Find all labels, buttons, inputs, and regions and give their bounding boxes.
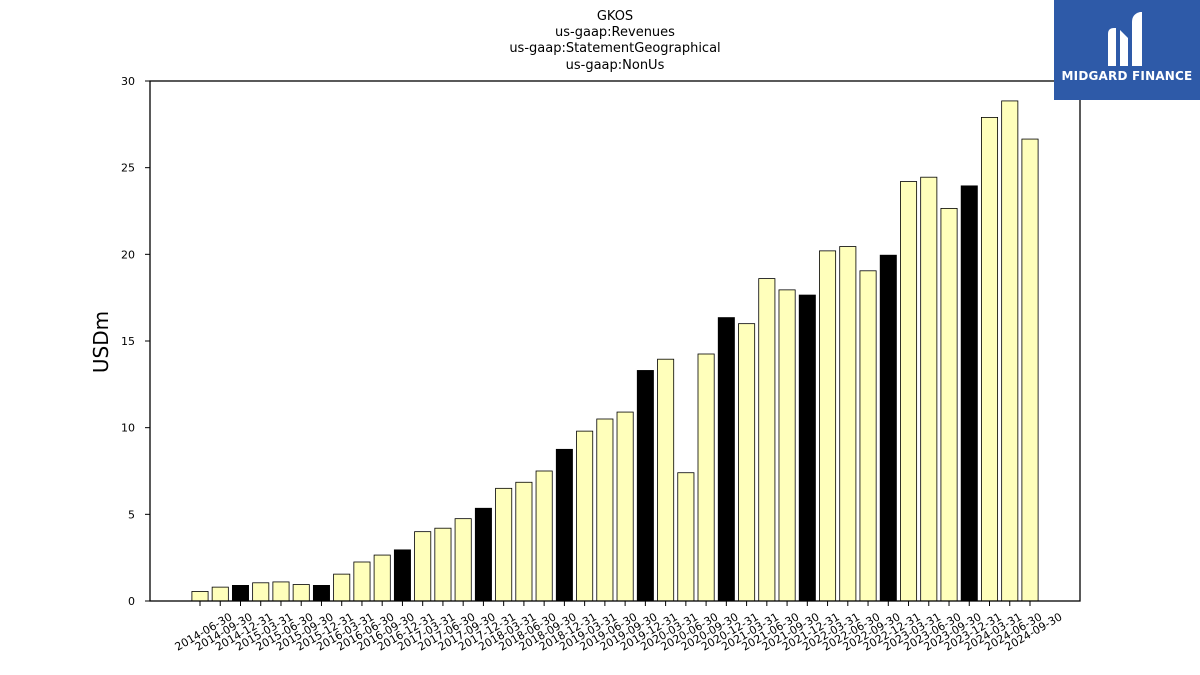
bar-2016-03-31 [333,573,351,602]
midgard-logo-icon [1108,12,1142,66]
bar-2018-03-31 [495,487,513,602]
bar-2014-06-30 [191,591,209,602]
bar-2020-12-31 [717,317,735,602]
bar-2021-03-31 [738,323,756,602]
plot-frame [149,80,1081,602]
bar-2014-09-30 [211,586,229,602]
bar-2017-09-30 [454,518,472,602]
bar-2024-09-30 [1021,138,1039,602]
bar-2017-12-31 [474,507,492,602]
y-tick-label-30: 30 [121,75,135,88]
bar-2017-03-31 [414,531,432,602]
bar-2016-06-30 [353,561,371,602]
title-line-3: us-gaap:StatementGeographical [509,41,720,56]
y-tick-label-10: 10 [121,422,135,435]
bar-2023-06-30 [920,176,938,602]
bar-2019-03-31 [576,430,594,602]
chart-title: GKOS us-gaap:Revenues us-gaap:StatementG… [509,9,720,73]
bar-2015-06-30 [272,581,290,602]
bar-2022-06-30 [839,246,857,602]
bar-2021-09-30 [778,289,796,602]
bar-2023-03-31 [900,181,918,602]
bar-2022-09-30 [859,270,877,602]
midgard-finance-logo: MIDGARD FINANCE [1054,0,1200,100]
y-tick-label-5: 5 [128,508,135,521]
bar-2024-03-31 [981,117,999,602]
bar-2018-12-31 [555,448,573,602]
y-axis: 0 5 10 15 20 25 30 [121,75,150,608]
bar-2019-12-31 [636,370,654,602]
plot-area [149,80,1081,602]
bar-2019-09-30 [616,411,634,602]
bar-2020-06-30 [677,472,695,602]
bar-2022-12-31 [879,254,897,602]
bar-2023-09-30 [940,207,958,602]
bar-2018-09-30 [535,470,553,602]
title-line-2: us-gaap:Revenues [555,25,675,40]
bar-2014-12-31 [231,585,249,602]
bar-2023-12-31 [960,185,978,602]
bar-2015-12-31 [312,585,330,602]
y-tick-label-25: 25 [121,162,135,175]
bar-2015-03-31 [252,582,270,602]
bar-2020-03-31 [657,358,675,602]
bar-2016-12-31 [393,549,411,602]
y-axis-label: USDm [89,311,113,373]
bar-2015-09-30 [292,584,310,602]
logo-text: MIDGARD FINANCE [1061,69,1193,83]
bar-2016-09-30 [373,554,391,602]
bar-2019-06-30 [596,418,614,602]
bar-2021-12-31 [798,294,816,602]
y-tick-label-15: 15 [121,335,135,348]
bar-2021-06-30 [758,278,776,602]
bar-2018-06-30 [515,481,533,602]
x-axis: 2014-06-302014-09-302014-12-312015-03-31… [173,601,1065,654]
title-line-4: us-gaap:NonUs [566,58,665,73]
bar-2017-06-30 [434,527,452,602]
bar-2024-06-30 [1001,100,1019,602]
bar-2022-03-31 [819,250,837,602]
y-tick-label-0: 0 [128,595,135,608]
y-tick-label-20: 20 [121,248,135,261]
bar-2020-09-30 [697,353,715,602]
title-line-1: GKOS [597,9,633,24]
